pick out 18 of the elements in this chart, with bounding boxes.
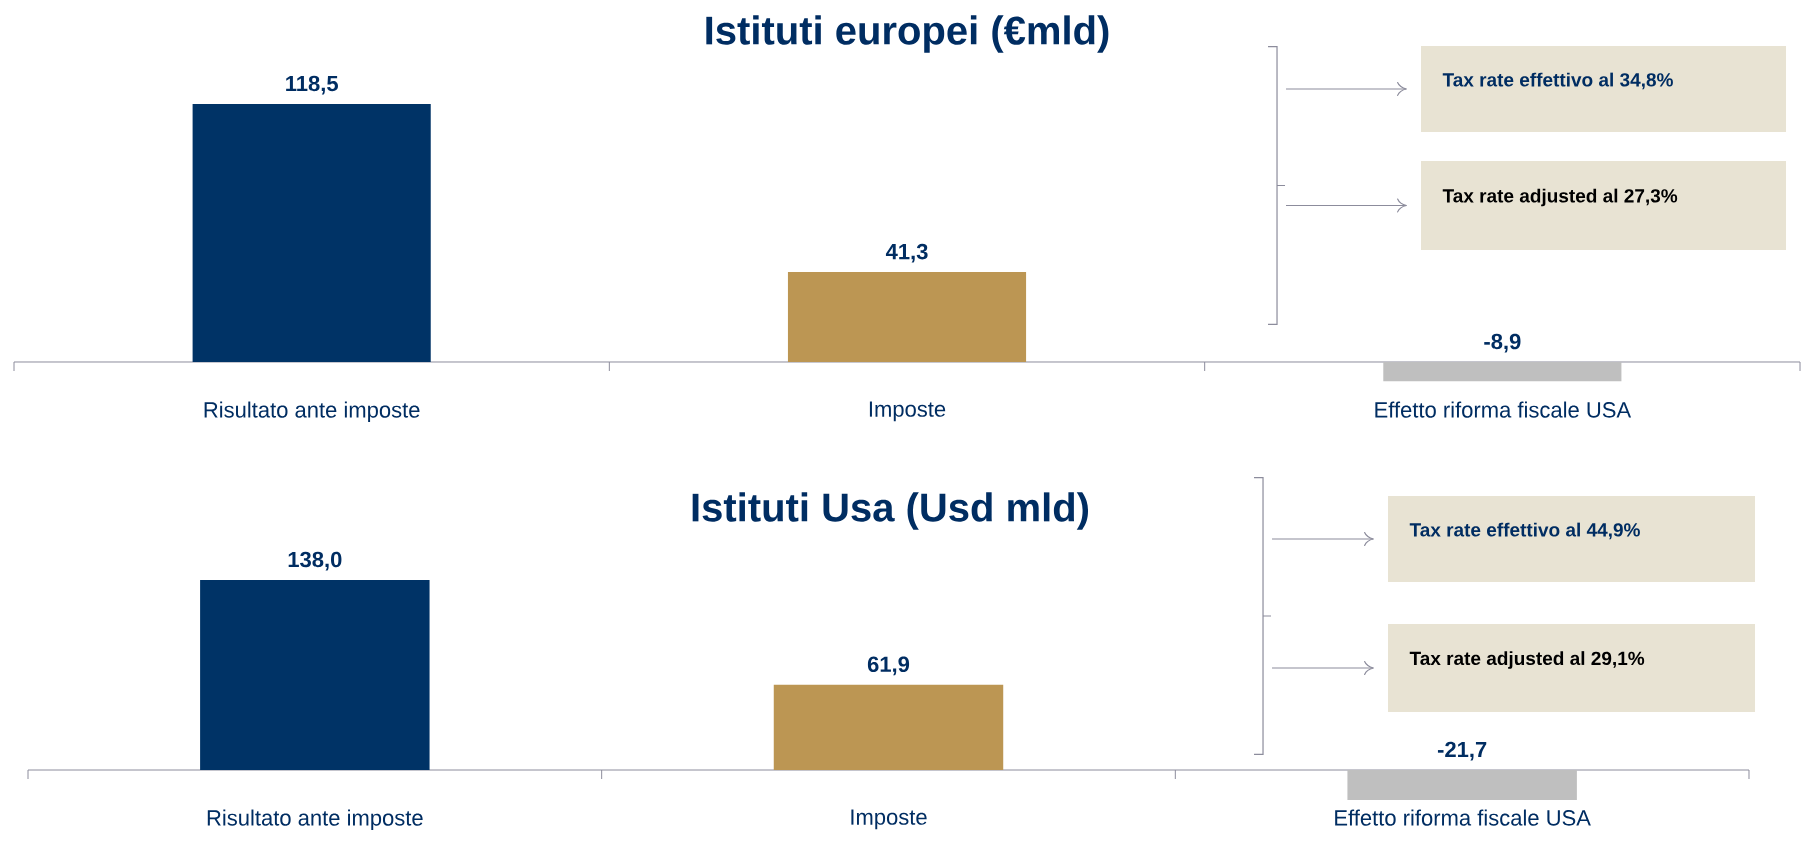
data-label: 41,3 xyxy=(885,243,928,263)
x-tick-label: Imposte xyxy=(851,809,927,830)
x-tick-label: Effetto riforma fiscale USA xyxy=(1375,401,1632,418)
x-tick-label: Risultato ante imposte xyxy=(207,809,423,831)
text: Tax rate effettivo al 34,8% xyxy=(1442,72,1673,90)
annotation: Tax rate adjusted al 27,3% xyxy=(1442,188,1678,207)
text: Tax rate effettivo al 44,9% xyxy=(1409,522,1640,540)
annotation: Tax rate adjusted al 29,1% xyxy=(1409,651,1645,669)
x-tick-label: Effetto riforma fiscale USA xyxy=(1335,809,1591,826)
chart-title: Istituti europei (€mld) xyxy=(706,15,1109,53)
data-label: 118,5 xyxy=(286,75,338,95)
x-tick-label: Imposte xyxy=(869,401,946,422)
data-label: 138,0 xyxy=(288,551,342,571)
x-tick-label: Risultato ante imposte xyxy=(204,401,420,423)
data-label: 61,9 xyxy=(867,656,910,676)
chart-title: Istituti Usa (Usd mld) xyxy=(692,492,1089,530)
data-label: -8,9 xyxy=(1484,333,1521,353)
data-label: -21,7 xyxy=(1437,741,1487,761)
